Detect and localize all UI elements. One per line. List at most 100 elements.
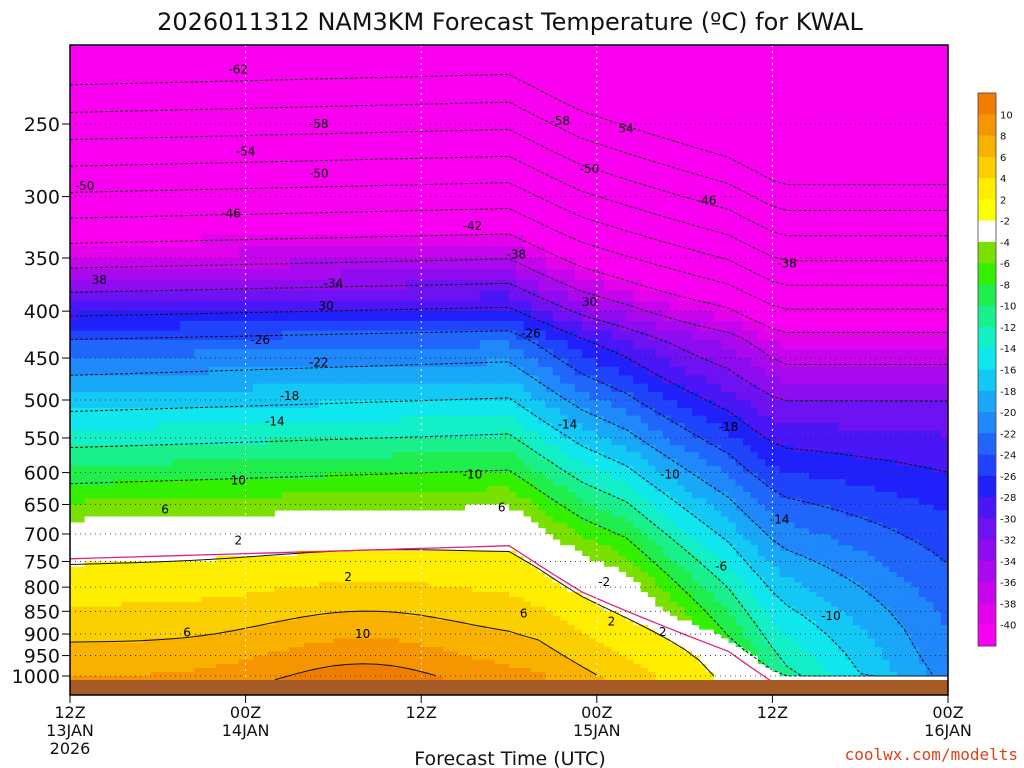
field-cell <box>333 651 342 657</box>
field-cell <box>238 423 247 432</box>
field-cell <box>333 587 342 593</box>
field-cell <box>304 383 312 393</box>
field-cell <box>391 452 400 460</box>
field-cell <box>348 407 356 417</box>
field-cell <box>143 358 152 368</box>
field-cell <box>106 349 115 359</box>
field-cell <box>457 366 466 376</box>
field-cell <box>443 472 451 480</box>
field-cell <box>289 438 298 446</box>
field-cell <box>443 290 451 302</box>
field-cell <box>260 668 269 673</box>
field-cell <box>77 209 86 223</box>
field-cell <box>348 258 356 270</box>
field-cell <box>84 615 93 622</box>
field-cell <box>465 445 473 453</box>
field-cell <box>187 647 195 652</box>
field-cell <box>113 539 122 546</box>
field-cell <box>172 258 181 270</box>
field-cell <box>311 672 320 677</box>
field-cell <box>487 620 495 626</box>
field-cell <box>143 430 152 439</box>
field-cell <box>494 634 503 639</box>
field-cell <box>311 430 320 439</box>
field-cell <box>413 504 422 512</box>
field-cell <box>326 280 334 292</box>
field-cell <box>150 663 159 669</box>
field-cell <box>260 169 269 184</box>
field-cell <box>92 54 100 74</box>
field-cell <box>209 472 217 480</box>
field-cell <box>355 556 364 562</box>
field-cell <box>77 651 86 657</box>
field-cell <box>304 183 312 198</box>
field-cell <box>318 445 327 453</box>
field-cell <box>399 597 408 603</box>
field-cell <box>172 534 181 541</box>
field-cell <box>165 668 173 673</box>
field-cell <box>296 615 305 622</box>
field-cell <box>172 659 181 665</box>
field-cell <box>150 629 159 635</box>
field-cell <box>135 222 144 236</box>
field-cell <box>157 634 166 639</box>
field-cell <box>267 556 276 562</box>
field-cell <box>318 479 327 487</box>
field-cell <box>311 606 320 612</box>
field-cell <box>494 601 503 608</box>
field-cell <box>326 655 334 661</box>
field-cell <box>421 668 430 673</box>
field-cell <box>406 366 415 376</box>
field-cell <box>143 222 152 236</box>
field-cell <box>99 498 108 506</box>
field-cell <box>179 73 188 92</box>
field-cell <box>384 522 393 529</box>
field-cell <box>245 452 254 460</box>
field-cell <box>121 222 130 236</box>
field-cell <box>479 321 488 332</box>
field-cell <box>209 169 217 184</box>
field-cell <box>326 246 334 259</box>
field-cell <box>201 107 210 125</box>
field-cell <box>370 383 378 393</box>
field-cell <box>223 498 232 506</box>
field-cell <box>399 606 408 612</box>
field-cell <box>494 561 503 568</box>
field-cell <box>77 592 86 598</box>
field-cell <box>216 534 225 541</box>
field-cell <box>252 620 261 626</box>
field-cell <box>77 234 86 247</box>
field-cell <box>509 492 517 499</box>
field-cell <box>340 663 349 669</box>
field-cell <box>296 366 305 376</box>
field-cell <box>501 566 510 573</box>
field-cell <box>487 445 495 453</box>
field-cell <box>289 492 298 499</box>
field-cell <box>238 301 247 312</box>
field-cell <box>282 196 291 211</box>
field-cell <box>267 196 276 211</box>
field-cell <box>340 625 349 631</box>
field-cell <box>216 642 225 648</box>
field-cell <box>252 472 261 480</box>
field-cell <box>391 383 400 393</box>
field-cell <box>362 54 371 74</box>
field-cell <box>333 183 342 198</box>
field-cell <box>150 154 159 170</box>
field-cell <box>333 392 342 401</box>
field-cell <box>413 659 422 665</box>
field-cell <box>428 539 437 546</box>
field-cell <box>340 430 349 439</box>
field-cell <box>457 550 466 557</box>
field-cell <box>311 280 320 292</box>
field-cell <box>494 301 503 312</box>
field-cell <box>70 587 78 593</box>
field-cell <box>370 566 378 573</box>
field-cell <box>399 561 408 568</box>
field-cell <box>391 45 400 56</box>
field-cell <box>509 625 517 631</box>
field-cell <box>216 258 225 270</box>
field-cell <box>326 592 334 598</box>
field-cell <box>340 269 349 281</box>
field-cell <box>450 522 459 529</box>
